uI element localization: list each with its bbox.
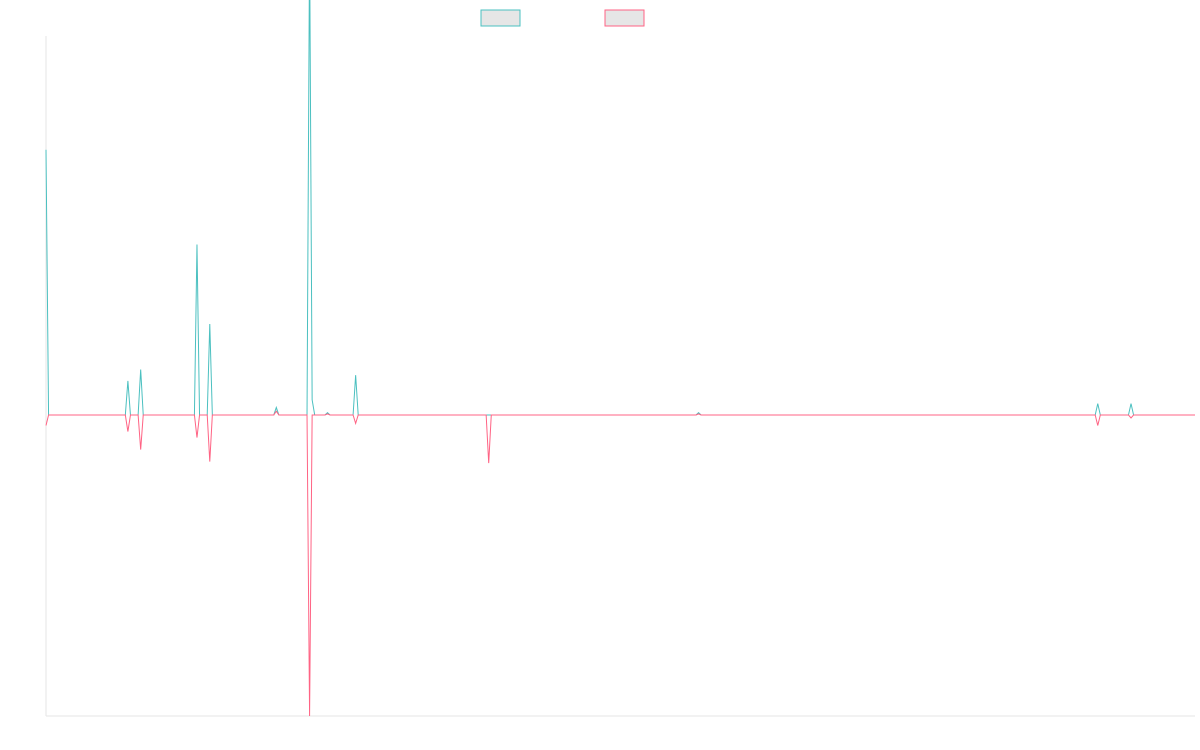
plot-area	[45, 0, 1195, 717]
series-line-1	[45, 0, 1195, 416]
legend-item-1[interactable]	[480, 9, 521, 27]
legend-swatch-2	[604, 9, 645, 27]
legend-swatch-1	[480, 9, 521, 27]
legend-item-2[interactable]	[604, 9, 645, 27]
series-line-2	[45, 410, 1195, 717]
axes	[45, 36, 1195, 717]
legend	[480, 9, 645, 27]
